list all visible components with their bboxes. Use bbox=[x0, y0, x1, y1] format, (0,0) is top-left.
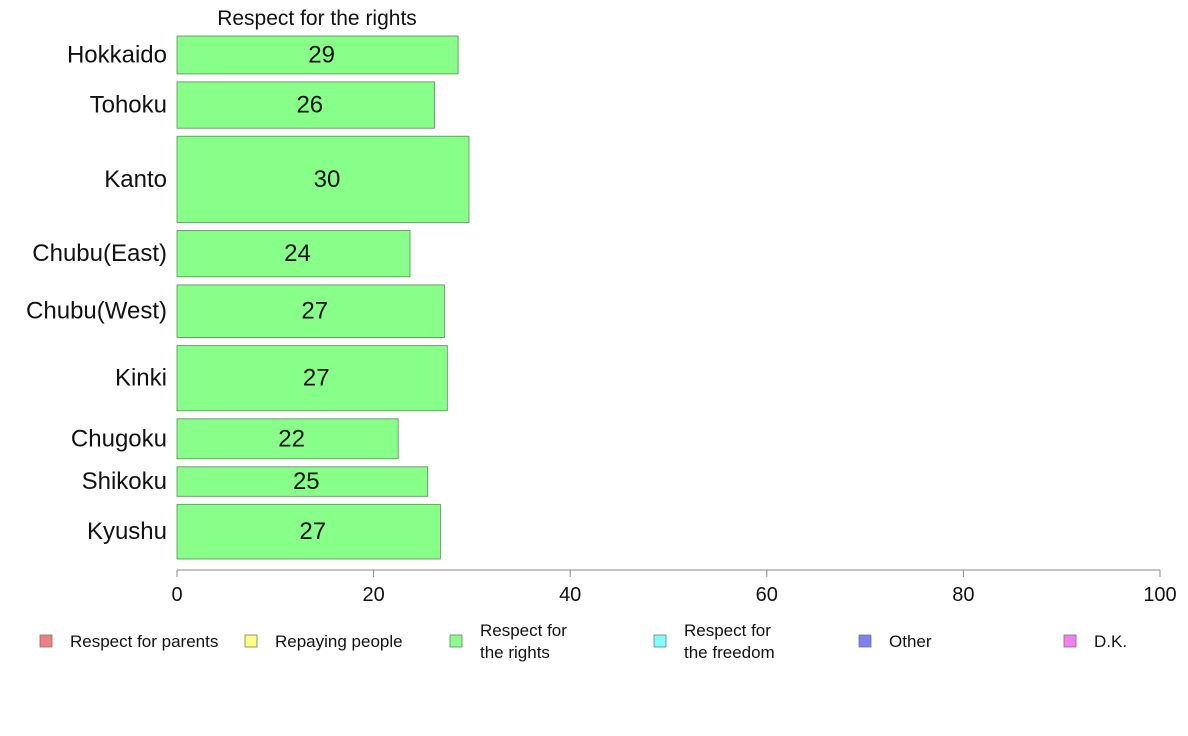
legend-label: D.K. bbox=[1094, 632, 1127, 651]
bar-kanto bbox=[176, 135, 470, 223]
bar-hokkaido bbox=[176, 35, 459, 75]
data-label: 22 bbox=[278, 425, 305, 452]
data-label: 26 bbox=[296, 92, 323, 119]
category-label: Kyushu bbox=[87, 518, 167, 545]
category-label: Kinki bbox=[115, 365, 167, 392]
legend-label: Respect for parents bbox=[70, 632, 218, 651]
data-label: 30 bbox=[314, 166, 341, 193]
bar-kyushu bbox=[176, 503, 441, 560]
x-tick-label: 80 bbox=[952, 584, 974, 606]
category-label: Chubu(West) bbox=[26, 298, 167, 325]
category-label: Tohoku bbox=[90, 92, 167, 119]
bar-kinki bbox=[176, 345, 448, 412]
legend-label: Respect for the freedom bbox=[684, 621, 775, 662]
legend: Respect for parents Repaying people Respec… bbox=[39, 621, 1127, 662]
x-tick-label: 60 bbox=[756, 584, 778, 606]
legend-swatch bbox=[449, 634, 463, 648]
legend-label: Respect for the rights bbox=[480, 621, 567, 662]
data-label: 27 bbox=[299, 518, 326, 545]
bars-group: Hokkaido 29 Tohoku 26 Kanto 30 Chubu(East) 24 Ch… bbox=[26, 35, 470, 560]
data-label: 25 bbox=[293, 468, 320, 495]
bar-chugoku bbox=[176, 418, 399, 460]
legend-swatch bbox=[858, 634, 872, 648]
data-label: 29 bbox=[308, 41, 335, 68]
x-tick-label: 0 bbox=[171, 584, 182, 606]
legend-swatch bbox=[244, 634, 258, 648]
bar-chubu-east- bbox=[176, 230, 411, 278]
legend-label: Other bbox=[889, 632, 932, 651]
legend-label: Repaying people bbox=[275, 632, 403, 651]
x-tick-label: 100 bbox=[1143, 584, 1176, 606]
x-axis: 0 20 40 60 80 100 bbox=[171, 569, 1177, 606]
data-label: 27 bbox=[303, 365, 330, 392]
category-label: Chubu(East) bbox=[32, 240, 167, 267]
legend-swatch bbox=[1063, 634, 1077, 648]
bar-shikoku bbox=[176, 466, 429, 497]
category-label: Shikoku bbox=[82, 468, 167, 495]
x-tick-label: 40 bbox=[559, 584, 581, 606]
bar-chubu-west- bbox=[176, 284, 445, 338]
chart-title: Respect for the rights bbox=[217, 7, 417, 30]
category-label: Hokkaido bbox=[67, 41, 167, 68]
category-label: Kanto bbox=[104, 166, 167, 193]
x-tick-label: 20 bbox=[362, 584, 384, 606]
legend-swatch bbox=[653, 634, 667, 648]
legend-swatch bbox=[39, 634, 53, 648]
bar-tohoku bbox=[176, 81, 435, 129]
data-label: 27 bbox=[301, 298, 328, 325]
data-label: 24 bbox=[284, 240, 311, 267]
category-label: Chugoku bbox=[71, 425, 167, 452]
